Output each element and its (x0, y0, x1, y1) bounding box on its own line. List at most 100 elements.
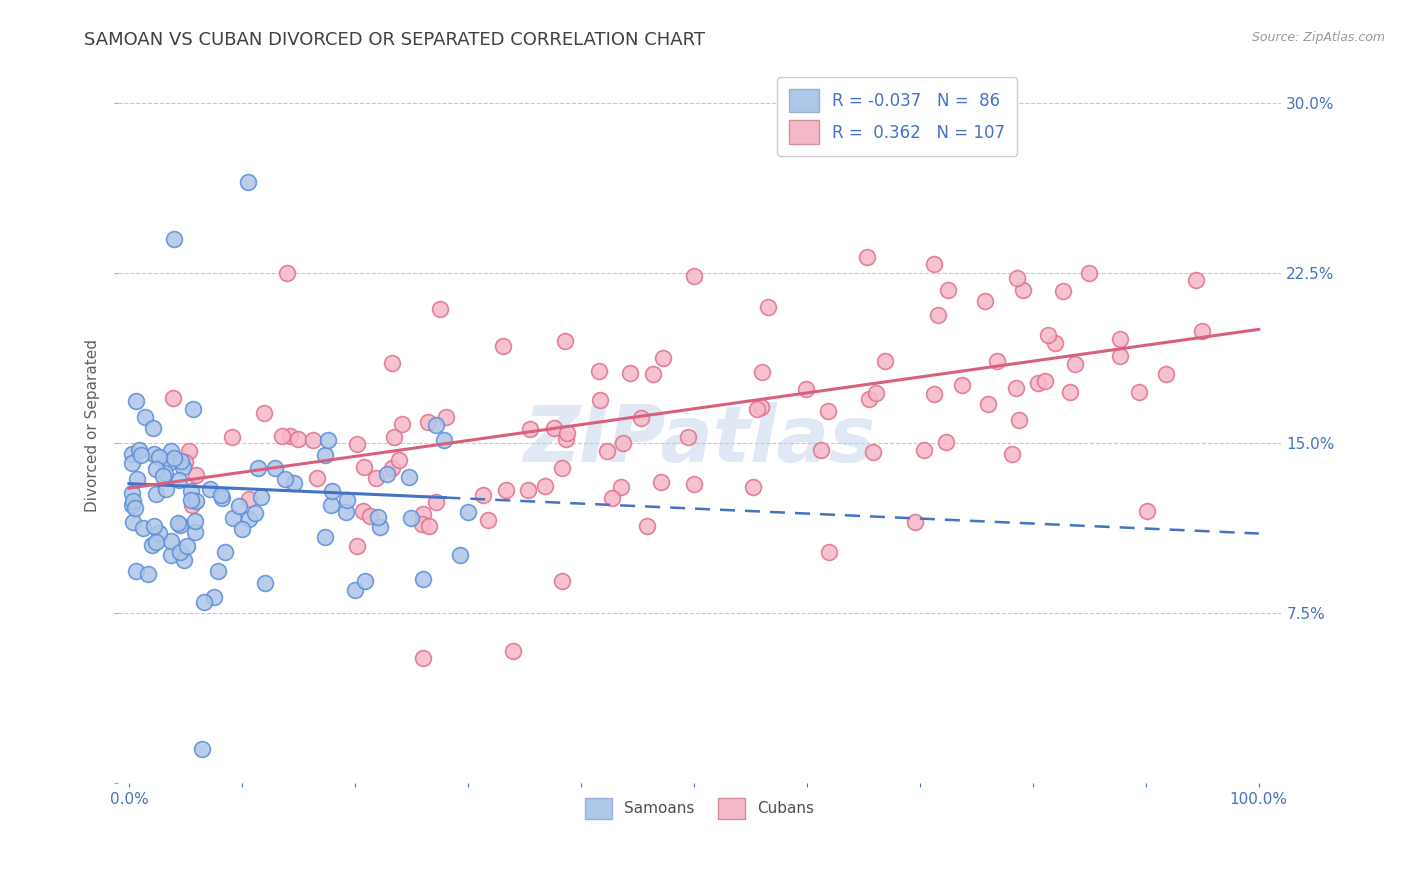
Point (180, 493, 202, 508)
Point (411, 516, 433, 531)
Point (434, 409, 457, 424)
Point (142, 447, 165, 461)
Point (283, 476, 305, 491)
Point (129, 448, 152, 462)
Point (457, 505, 479, 519)
Point (121, 457, 143, 471)
Point (122, 494, 145, 508)
Point (163, 232, 186, 246)
Point (751, 365, 773, 379)
Point (912, 442, 935, 457)
Point (1154, 367, 1177, 381)
Point (366, 471, 388, 485)
Point (200, 483, 222, 497)
Point (148, 450, 170, 465)
Point (1078, 266, 1101, 280)
Point (155, 483, 177, 497)
Point (747, 401, 769, 416)
Point (145, 462, 167, 476)
Point (209, 488, 232, 502)
Point (973, 294, 995, 309)
Point (346, 539, 368, 553)
Point (1052, 284, 1074, 298)
Point (316, 434, 339, 448)
Point (359, 509, 381, 524)
Point (588, 364, 610, 378)
Point (353, 460, 375, 475)
Point (173, 553, 195, 567)
Point (132, 521, 155, 535)
Point (862, 444, 884, 458)
Point (756, 300, 779, 314)
Point (1064, 357, 1087, 371)
Point (202, 590, 225, 604)
Point (519, 422, 541, 436)
Point (172, 459, 194, 474)
Point (381, 356, 404, 370)
Point (873, 354, 896, 368)
Point (950, 378, 973, 392)
Point (935, 434, 957, 449)
Point (471, 488, 494, 502)
Point (253, 405, 276, 419)
Point (253, 576, 276, 591)
Point (353, 574, 375, 589)
Point (865, 386, 887, 401)
Point (401, 511, 423, 525)
Point (122, 516, 145, 530)
Point (936, 283, 959, 297)
Point (543, 421, 565, 435)
Point (287, 432, 309, 446)
Point (222, 510, 245, 524)
Point (589, 392, 612, 407)
Point (124, 501, 146, 516)
Point (121, 498, 143, 512)
Point (1005, 270, 1028, 285)
Point (214, 545, 236, 559)
Point (492, 339, 515, 353)
Point (207, 564, 229, 578)
Point (352, 503, 374, 517)
Point (160, 443, 183, 458)
Point (159, 455, 181, 469)
Point (141, 538, 163, 552)
Point (391, 417, 413, 432)
Point (162, 391, 184, 405)
Point (193, 595, 215, 609)
Point (495, 483, 517, 498)
Point (1036, 327, 1059, 342)
Point (858, 392, 880, 407)
Point (449, 548, 471, 562)
Point (1026, 376, 1049, 390)
Point (125, 394, 148, 409)
Point (314, 530, 336, 544)
Point (128, 442, 150, 457)
Point (314, 448, 336, 462)
Text: ZIPatlas: ZIPatlas (523, 402, 876, 478)
Point (1059, 385, 1081, 400)
Point (641, 367, 664, 381)
Point (136, 567, 159, 582)
Point (183, 525, 205, 540)
Point (550, 574, 572, 588)
Point (1033, 375, 1056, 389)
Point (305, 471, 328, 485)
Point (176, 539, 198, 553)
Point (1108, 332, 1130, 346)
Point (160, 548, 183, 562)
Point (183, 515, 205, 529)
Point (134, 409, 156, 424)
Point (169, 545, 191, 559)
Point (246, 461, 269, 475)
Point (817, 404, 839, 418)
Legend: Samoans, Cubans: Samoans, Cubans (578, 791, 821, 825)
Point (388, 452, 411, 467)
Point (263, 460, 285, 475)
Text: SAMOAN VS CUBAN DIVORCED OR SEPARATED CORRELATION CHART: SAMOAN VS CUBAN DIVORCED OR SEPARATED CO… (84, 31, 706, 49)
Text: Source: ZipAtlas.com: Source: ZipAtlas.com (1251, 31, 1385, 45)
Point (418, 415, 440, 429)
Point (477, 513, 499, 527)
Point (211, 491, 233, 505)
Point (142, 421, 165, 435)
Point (236, 175, 259, 189)
